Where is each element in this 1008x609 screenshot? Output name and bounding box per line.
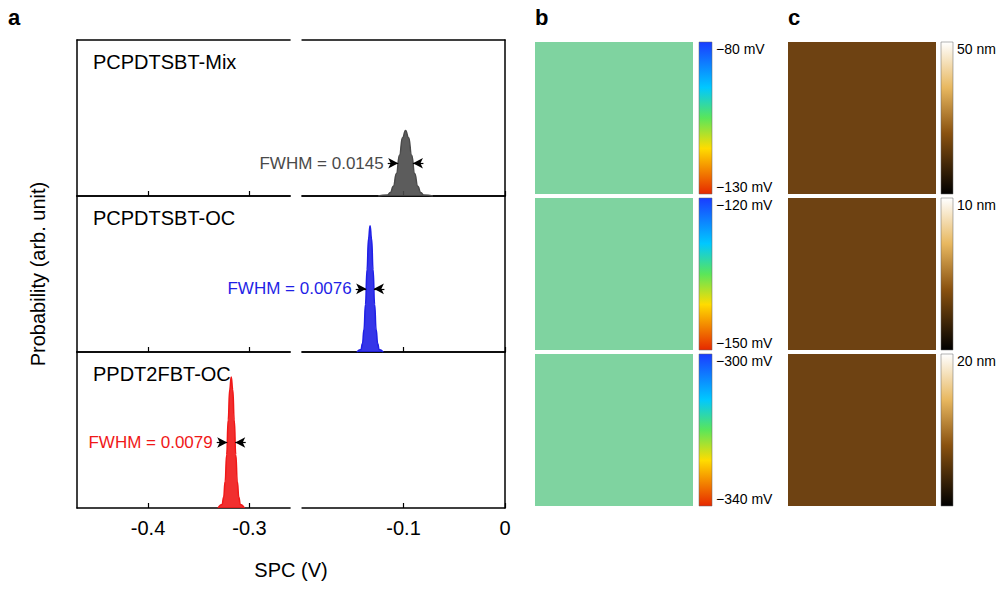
svg-text:FWHM = 0.0079: FWHM = 0.0079: [88, 433, 212, 452]
svg-text:−130 mV: −130 mV: [716, 179, 773, 195]
svg-text:0: 0: [499, 517, 510, 539]
svg-text:-0.4: -0.4: [131, 517, 165, 539]
svg-text:−340 mV: −340 mV: [716, 491, 773, 507]
svg-text:-0.3: -0.3: [232, 517, 266, 539]
svg-text:c: c: [788, 5, 800, 30]
svg-text:−80 mV: −80 mV: [716, 41, 765, 57]
svg-text:20 nm: 20 nm: [957, 353, 996, 369]
svg-text:10 nm: 10 nm: [957, 197, 996, 213]
svg-text:FWHM = 0.0076: FWHM = 0.0076: [227, 279, 351, 298]
svg-text:PCPDTSBT-OC: PCPDTSBT-OC: [93, 207, 235, 229]
svg-text:-0.1: -0.1: [386, 517, 420, 539]
svg-text:b: b: [535, 5, 548, 30]
svg-text:−120 mV: −120 mV: [716, 197, 773, 213]
svg-text:50 nm: 50 nm: [957, 41, 996, 57]
svg-text:−150 mV: −150 mV: [716, 335, 773, 351]
svg-text:SPC (V): SPC (V): [254, 559, 327, 581]
svg-text:−300 mV: −300 mV: [716, 353, 773, 369]
svg-text:PPDT2FBT-OC: PPDT2FBT-OC: [93, 363, 231, 385]
svg-text:FWHM = 0.0145: FWHM = 0.0145: [259, 154, 383, 173]
svg-text:PCPDTSBT-Mix: PCPDTSBT-Mix: [93, 51, 236, 73]
svg-text:Probability (arb. unit): Probability (arb. unit): [27, 182, 49, 367]
svg-text:a: a: [8, 5, 21, 30]
